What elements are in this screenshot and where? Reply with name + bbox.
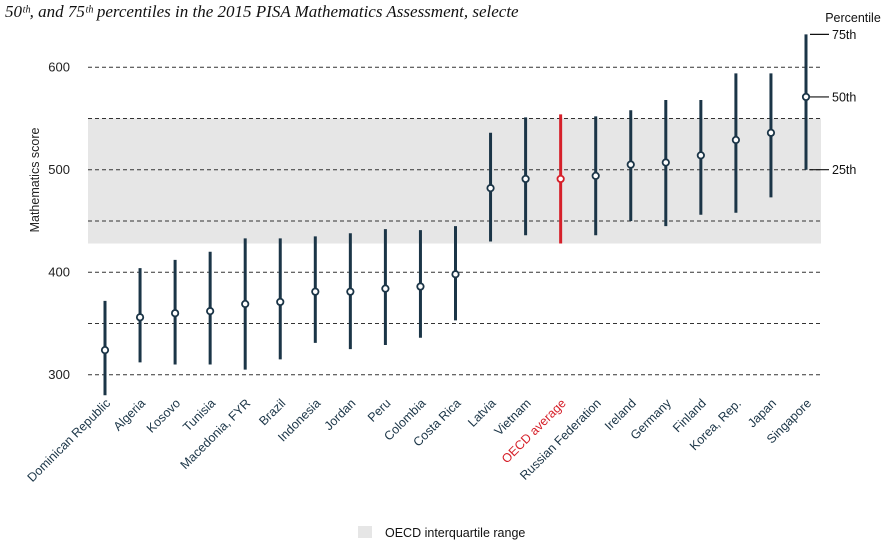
x-tick-label-11: Latvia (465, 396, 499, 430)
median-point-20 (801, 92, 811, 102)
percentile-annotation-1: 50th (832, 90, 856, 104)
x-tick-label-8: Peru (365, 396, 394, 425)
median-point-10 (451, 270, 460, 279)
percentile-annotation-2: 25th (832, 163, 856, 177)
median-point-17 (696, 151, 705, 160)
median-point-0 (100, 345, 110, 355)
percentile-annotation-header: Percentile (825, 11, 881, 25)
median-point-1 (135, 313, 145, 322)
x-tick-label-1: Algeria (111, 396, 148, 433)
median-point-9 (416, 282, 425, 291)
y-tick-label-500: 500 (48, 162, 70, 177)
x-tick-label-7: Jordan (322, 396, 359, 433)
percentile-annotation-0: 75th (832, 28, 856, 42)
median-point-11 (486, 184, 495, 193)
legend-label: OECD interquartile range (385, 526, 525, 540)
median-point-15 (626, 160, 635, 169)
oecd-iqr-band (88, 118, 821, 244)
median-point-14 (591, 171, 600, 180)
median-point-13 (556, 174, 565, 184)
median-point-6 (311, 287, 320, 296)
x-tick-label-2: Kosovo (144, 396, 183, 435)
median-point-7 (346, 287, 355, 296)
median-point-2 (171, 309, 180, 318)
y-axis-title: Mathematics score (28, 127, 42, 232)
median-point-4 (241, 299, 250, 309)
median-point-19 (766, 128, 776, 137)
median-point-3 (206, 307, 215, 316)
y-tick-label-600: 600 (48, 60, 70, 75)
median-point-18 (731, 135, 741, 145)
chart-title: e 25ᵗʰ, 50ᵗʰ, and 75ᵗʰ percentiles in th… (0, 2, 519, 21)
y-tick-label-400: 400 (48, 265, 70, 280)
median-point-8 (381, 284, 390, 293)
median-point-5 (276, 297, 285, 307)
x-tick-label-0: Dominican Republic (25, 396, 114, 485)
x-tick-label-5: Brazil (256, 396, 288, 428)
median-point-12 (521, 174, 530, 184)
legend-swatch (358, 526, 372, 538)
median-point-16 (661, 158, 670, 167)
y-tick-label-300: 300 (48, 367, 70, 382)
